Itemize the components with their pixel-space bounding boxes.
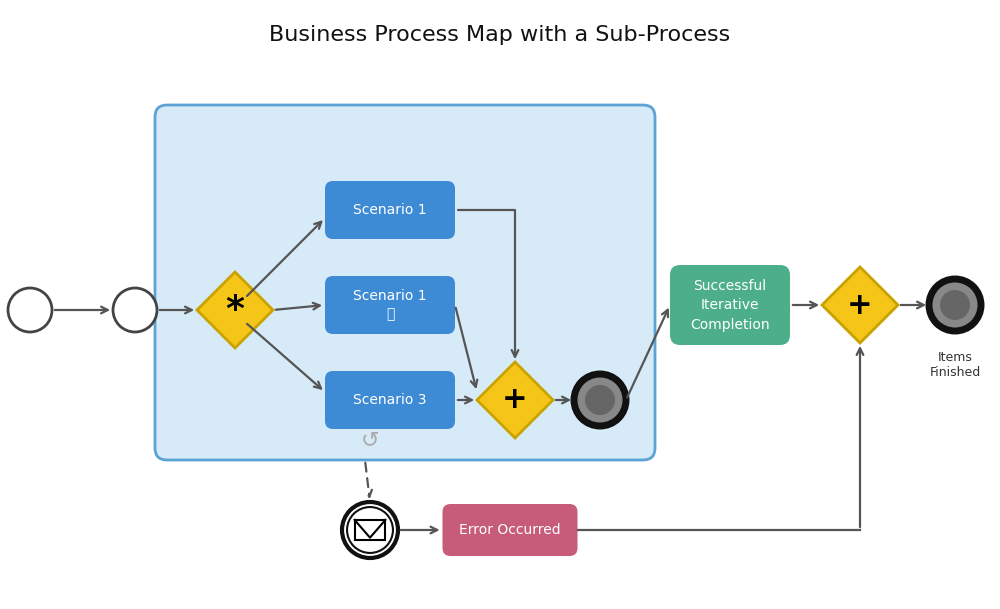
Text: *: * <box>226 293 244 327</box>
Text: Scenario 1: Scenario 1 <box>353 203 427 217</box>
Text: ↺: ↺ <box>361 430 379 450</box>
Circle shape <box>113 288 157 332</box>
Text: +: + <box>502 385 528 415</box>
Circle shape <box>941 290 969 319</box>
FancyBboxPatch shape <box>325 276 455 334</box>
Polygon shape <box>477 362 553 438</box>
Circle shape <box>586 385 614 414</box>
Text: Scenario 1
⏪: Scenario 1 ⏪ <box>353 289 427 321</box>
FancyBboxPatch shape <box>325 181 455 239</box>
FancyBboxPatch shape <box>670 265 790 345</box>
Circle shape <box>929 279 981 331</box>
Text: Successful
Iterative
Completion: Successful Iterative Completion <box>690 278 770 331</box>
Text: Error Occurred: Error Occurred <box>459 523 561 537</box>
Text: +: + <box>847 290 873 320</box>
Polygon shape <box>822 267 898 343</box>
Text: Items
Finished: Items Finished <box>929 351 981 379</box>
Text: Scenario 3: Scenario 3 <box>353 393 427 407</box>
Circle shape <box>8 288 52 332</box>
FancyBboxPatch shape <box>155 105 655 460</box>
FancyBboxPatch shape <box>442 504 578 556</box>
Circle shape <box>342 502 398 558</box>
Circle shape <box>347 507 393 553</box>
Text: Business Process Map with a Sub-Process: Business Process Map with a Sub-Process <box>269 25 731 45</box>
FancyBboxPatch shape <box>355 520 385 540</box>
Polygon shape <box>197 272 273 348</box>
FancyBboxPatch shape <box>325 371 455 429</box>
Circle shape <box>574 374 626 426</box>
